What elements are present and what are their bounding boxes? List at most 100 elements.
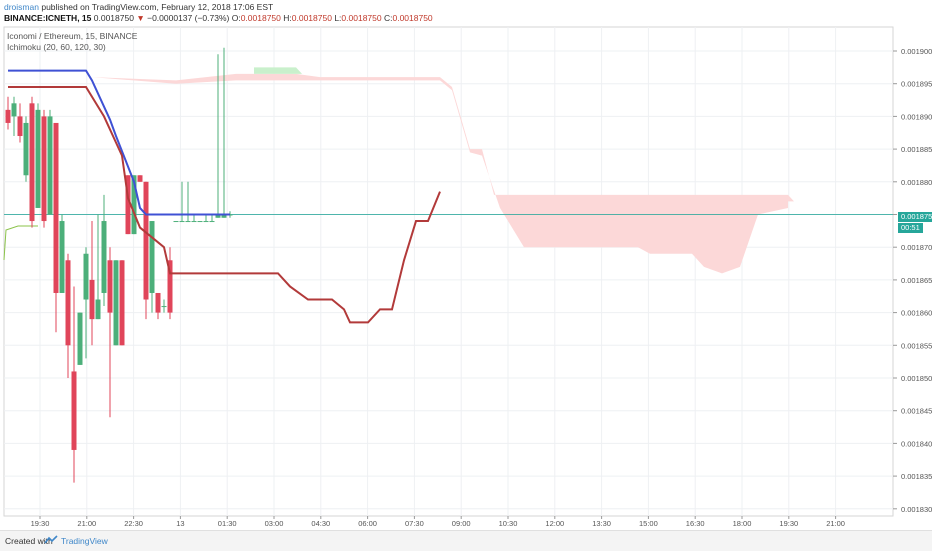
high-value: 0.0018750 [291,13,332,23]
chart-legend: Iconomi / Ethereum, 15, BINANCE Ichimoku… [7,31,137,53]
candle-body[interactable] [65,260,71,346]
kijun-line [8,85,441,324]
candle-body[interactable] [77,312,83,365]
x-tick-label: 10:30 [499,519,518,528]
candle-body[interactable] [155,292,161,313]
x-tick-label: 21:00 [77,519,96,528]
x-tick-label: 19:30 [31,519,50,528]
x-tick-label: 19:30 [779,519,798,528]
candle-body[interactable] [215,214,221,218]
candle-body[interactable] [113,260,119,346]
author-link[interactable]: droisman [4,2,39,12]
candle-body[interactable] [137,175,143,182]
series-title: Iconomi / Ethereum, 15, BINANCE [7,31,138,41]
last-price: 0.0018750 [93,13,134,23]
candle-body[interactable] [89,279,95,320]
last-price-tag: 0.0018750 [898,212,932,222]
tradingview-logo-icon [44,535,58,544]
candle-body[interactable] [71,371,77,450]
indicator-label[interactable]: Ichimoku (20, 60, 120, 30) [7,42,106,52]
x-tick-label: 15:00 [639,519,658,528]
open-label: O: [231,13,241,23]
x-tick-label: 18:00 [733,519,752,528]
candle-body[interactable] [221,214,227,218]
candle-body[interactable] [203,221,209,223]
candle-body[interactable] [209,221,215,223]
candle-body[interactable] [95,299,101,320]
candle-body[interactable] [197,221,203,223]
candle-body[interactable] [173,221,179,223]
plot-area [3,26,894,517]
candle-body[interactable] [107,260,113,313]
x-tick-label: 22:30 [124,519,143,528]
ichimoku-cloud-bull [254,67,302,74]
candle-body[interactable] [131,175,137,235]
tenkan-line [8,69,230,216]
candle-body[interactable] [185,221,191,223]
candle-body[interactable] [179,221,185,223]
candle-body[interactable] [83,253,89,300]
close-value: 0.0018750 [392,13,433,23]
candle-body[interactable] [23,122,29,176]
x-tick-label: 16:30 [686,519,705,528]
candle-body[interactable] [53,122,59,293]
open-value: 0.0018750 [240,13,281,23]
high-label: H: [283,13,292,23]
low-label: L: [334,13,342,23]
x-tick-label: 13:30 [592,519,611,528]
candle-body[interactable] [35,109,41,208]
x-tick-label: 09:00 [452,519,471,528]
x-tick-label: 13 [176,519,184,528]
x-tick-label: 07:30 [405,519,424,528]
candle-body[interactable] [167,260,173,313]
symbol-label: BINANCE:ICNETH, 15 [4,13,92,23]
candle-body[interactable] [149,221,155,293]
ichimoku-cloud-bear [92,73,794,274]
candle-body[interactable] [191,221,197,223]
y-tick-label: 0.0018300 [901,505,932,514]
candle-body[interactable] [125,175,131,235]
x-tick-label: 21:00 [826,519,845,528]
x-tick-label: 04:30 [311,519,330,528]
x-tick-label: 06:00 [358,519,377,528]
close-label: C: [383,13,393,23]
chart-header: droisman published on TradingView.com, F… [0,0,932,26]
publish-line: droisman published on TradingView.com, F… [4,2,273,13]
candle-body[interactable] [29,103,35,222]
lagging-span [3,225,38,261]
published-text: published on TradingView.com, February 1… [41,2,274,12]
candle-body[interactable] [41,116,47,222]
created-with-text: Created with [5,536,53,546]
change-arrow-icon: ▼ [136,13,145,23]
candle-body[interactable] [101,221,107,293]
candle-body[interactable] [5,109,11,123]
candle-body[interactable] [17,116,23,137]
countdown-tag: 00:51 [898,223,923,233]
candle-body[interactable] [119,260,125,346]
candle-body[interactable] [11,103,17,117]
candle-body[interactable] [47,116,53,215]
x-tick-label: 01:30 [218,519,237,528]
tradingview-brand[interactable]: TradingView [61,536,108,546]
candle-body[interactable] [59,221,65,293]
candle-body[interactable] [143,181,149,300]
x-tick-label: 12:00 [545,519,564,528]
price-change: −0.0000137 (−0.73%) [147,13,230,23]
candle-body[interactable] [161,306,167,308]
x-tick-label: 03:00 [265,519,284,528]
low-value: 0.0018750 [341,13,382,23]
